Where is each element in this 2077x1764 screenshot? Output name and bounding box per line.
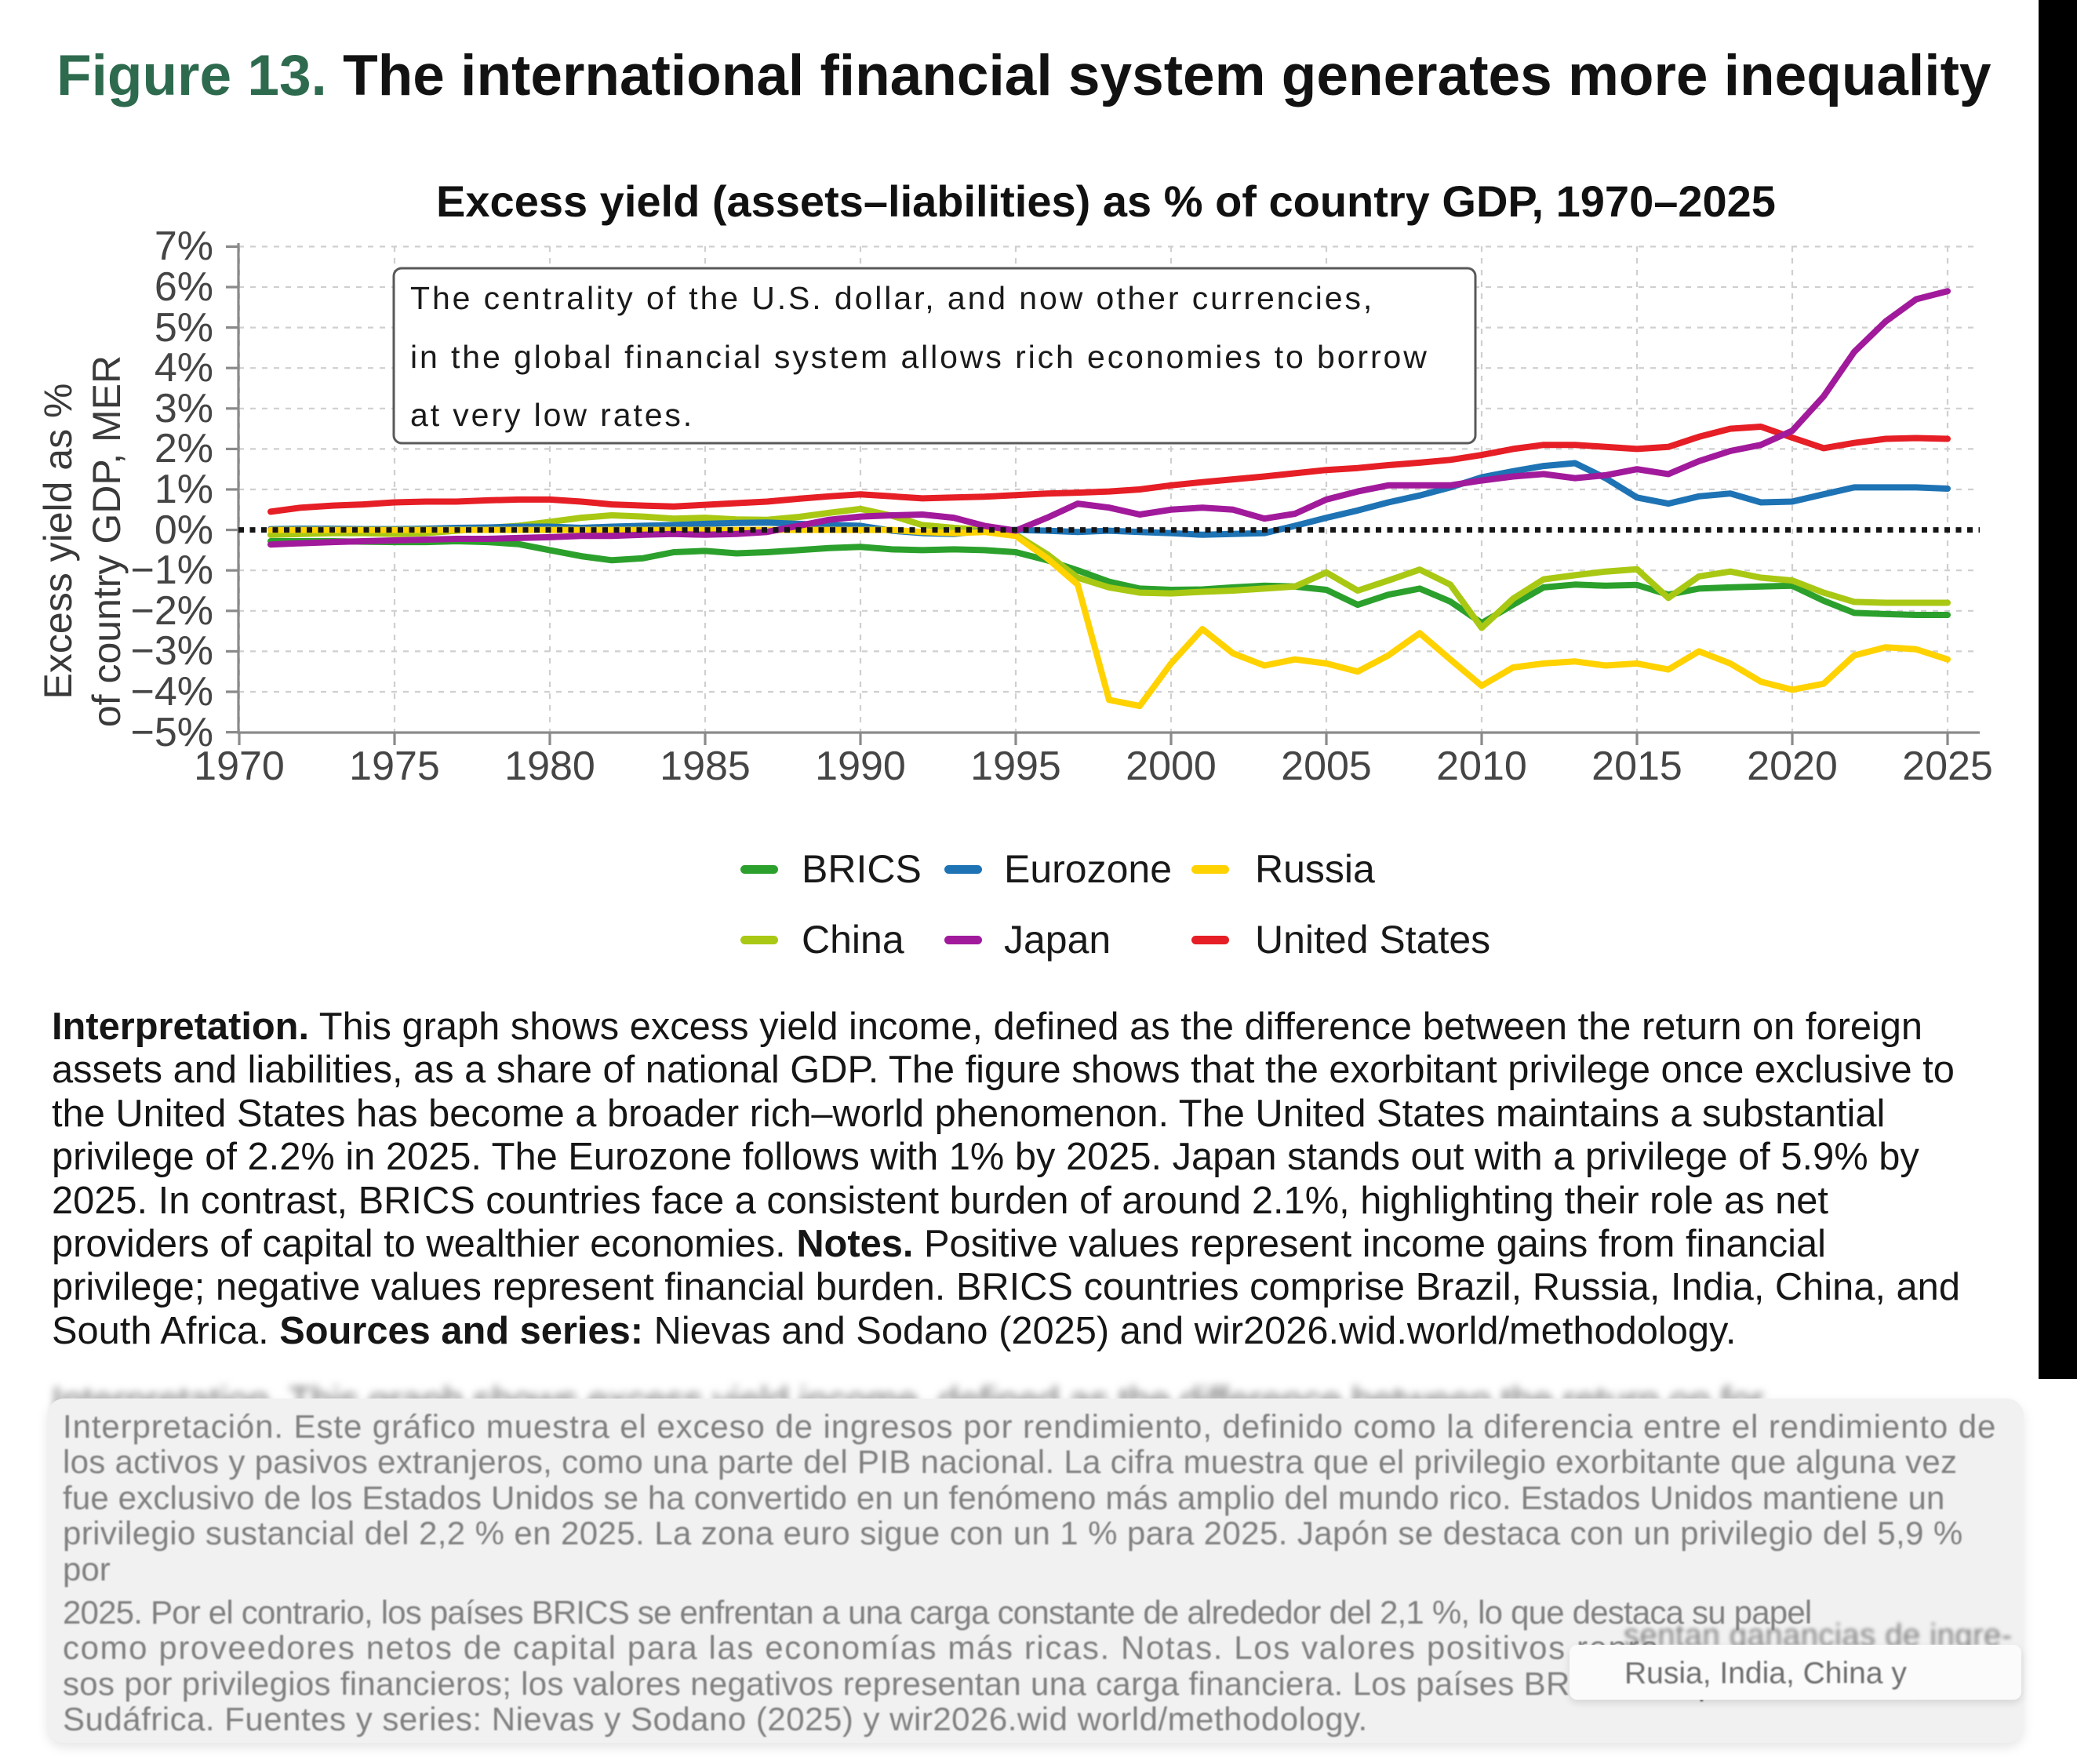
svg-text:2005: 2005	[1281, 744, 1372, 789]
svg-text:0%: 0%	[155, 507, 213, 553]
svg-text:4%: 4%	[155, 345, 213, 391]
svg-text:6%: 6%	[155, 264, 213, 310]
svg-text:1985: 1985	[660, 744, 751, 789]
svg-text:2010: 2010	[1436, 744, 1527, 789]
svg-text:in the global financial system: in the global financial system allows ri…	[410, 339, 1429, 375]
svg-text:1%: 1%	[155, 467, 213, 512]
svg-text:−3%: −3%	[130, 628, 213, 674]
svg-text:7%: 7%	[155, 224, 213, 269]
svg-text:2015: 2015	[1591, 744, 1682, 789]
svg-text:of country GDP, MER: of country GDP, MER	[85, 355, 129, 727]
svg-text:1975: 1975	[349, 744, 440, 789]
svg-text:−4%: −4%	[130, 669, 213, 715]
svg-text:2%: 2%	[155, 426, 213, 471]
svg-text:2000: 2000	[1126, 744, 1217, 789]
svg-text:1995: 1995	[970, 744, 1061, 789]
svg-text:1980: 1980	[504, 744, 595, 789]
svg-text:−2%: −2%	[130, 588, 213, 634]
svg-text:at very low rates.: at very low rates.	[410, 397, 694, 433]
svg-text:5%: 5%	[155, 305, 213, 351]
svg-text:1970: 1970	[194, 744, 285, 789]
svg-text:3%: 3%	[155, 386, 213, 431]
svg-text:2020: 2020	[1747, 744, 1838, 789]
svg-text:The centrality of the U.S. dol: The centrality of the U.S. dollar, and n…	[410, 280, 1374, 316]
svg-text:−5%: −5%	[130, 710, 213, 755]
svg-text:1990: 1990	[815, 744, 906, 789]
svg-text:−1%: −1%	[130, 547, 213, 593]
svg-text:2025: 2025	[1902, 744, 1993, 789]
svg-text:Excess yield as %: Excess yield as %	[36, 384, 80, 700]
svg-text:Excess yield (assets–liabiliti: Excess yield (assets–liabilities) as % o…	[436, 176, 1776, 226]
